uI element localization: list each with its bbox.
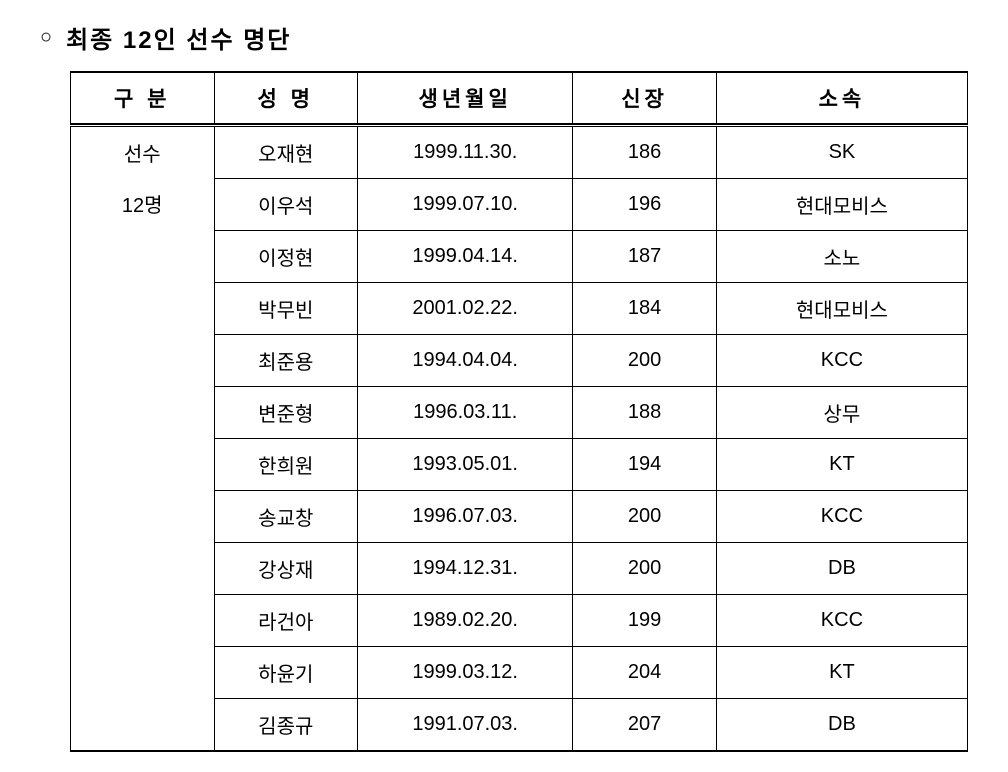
col-header-team: 소속	[716, 72, 967, 124]
cell-height: 200	[573, 543, 717, 595]
cell-dob: 2001.02.22.	[358, 283, 573, 335]
cell-team: 현대모비스	[716, 283, 967, 335]
title-bullet: ○	[40, 26, 52, 49]
cell-name: 송교창	[214, 491, 358, 543]
cell-height: 204	[573, 647, 717, 699]
page-title: 최종 12인 선수 명단	[66, 20, 291, 55]
cell-dob: 1989.02.20.	[358, 595, 573, 647]
cell-height: 200	[573, 335, 717, 387]
cell-dob: 1994.04.04.	[358, 335, 573, 387]
cell-team: DB	[716, 699, 967, 752]
cell-team: 상무	[716, 387, 967, 439]
cell-height: 207	[573, 699, 717, 752]
category-line1: 선수	[77, 138, 208, 167]
table-container: 구 분 성 명 생년월일 신장 소속 선수12명오재현1999.11.30.18…	[30, 71, 978, 752]
col-header-category: 구 분	[71, 72, 215, 124]
page-title-row: ○ 최종 12인 선수 명단	[30, 20, 978, 55]
cell-team: DB	[716, 543, 967, 595]
cell-dob: 1991.07.03.	[358, 699, 573, 752]
cell-team: SK	[716, 126, 967, 179]
cell-height: 188	[573, 387, 717, 439]
cell-height: 186	[573, 126, 717, 179]
cell-height: 199	[573, 595, 717, 647]
category-cell: 선수 12명	[71, 126, 215, 752]
cell-team: 소노	[716, 231, 967, 283]
cell-dob: 1993.05.01.	[358, 439, 573, 491]
cell-team: KCC	[716, 595, 967, 647]
cell-team: KCC	[716, 335, 967, 387]
cell-height: 184	[573, 283, 717, 335]
cell-dob: 1996.03.11.	[358, 387, 573, 439]
cell-dob: 1999.03.12.	[358, 647, 573, 699]
cell-dob: 1994.12.31.	[358, 543, 573, 595]
col-header-name: 성 명	[214, 72, 358, 124]
cell-name: 이우석	[214, 179, 358, 231]
cell-name: 오재현	[214, 126, 358, 179]
cell-name: 변준형	[214, 387, 358, 439]
roster-table: 구 분 성 명 생년월일 신장 소속 선수12명오재현1999.11.30.18…	[70, 71, 968, 752]
table-header-row: 구 분 성 명 생년월일 신장 소속	[71, 72, 968, 124]
cell-name: 김종규	[214, 699, 358, 752]
cell-team: KT	[716, 647, 967, 699]
table-body: 선수12명오재현1999.11.30.186SK이우석1999.07.10.19…	[71, 126, 968, 752]
col-header-dob: 생년월일	[358, 72, 573, 124]
table-row: 선수12명오재현1999.11.30.186SK	[71, 126, 968, 179]
cell-name: 이정현	[214, 231, 358, 283]
cell-name: 하윤기	[214, 647, 358, 699]
cell-dob: 1999.11.30.	[358, 126, 573, 179]
cell-name: 박무빈	[214, 283, 358, 335]
cell-team: 현대모비스	[716, 179, 967, 231]
cell-name: 최준용	[214, 335, 358, 387]
cell-team: KCC	[716, 491, 967, 543]
cell-team: KT	[716, 439, 967, 491]
cell-height: 187	[573, 231, 717, 283]
cell-dob: 1999.07.10.	[358, 179, 573, 231]
col-header-height: 신장	[573, 72, 717, 124]
cell-height: 194	[573, 439, 717, 491]
cell-height: 200	[573, 491, 717, 543]
category-line2: 12명	[77, 189, 208, 218]
cell-height: 196	[573, 179, 717, 231]
cell-name: 라건아	[214, 595, 358, 647]
cell-name: 한희원	[214, 439, 358, 491]
cell-dob: 1996.07.03.	[358, 491, 573, 543]
cell-dob: 1999.04.14.	[358, 231, 573, 283]
cell-name: 강상재	[214, 543, 358, 595]
